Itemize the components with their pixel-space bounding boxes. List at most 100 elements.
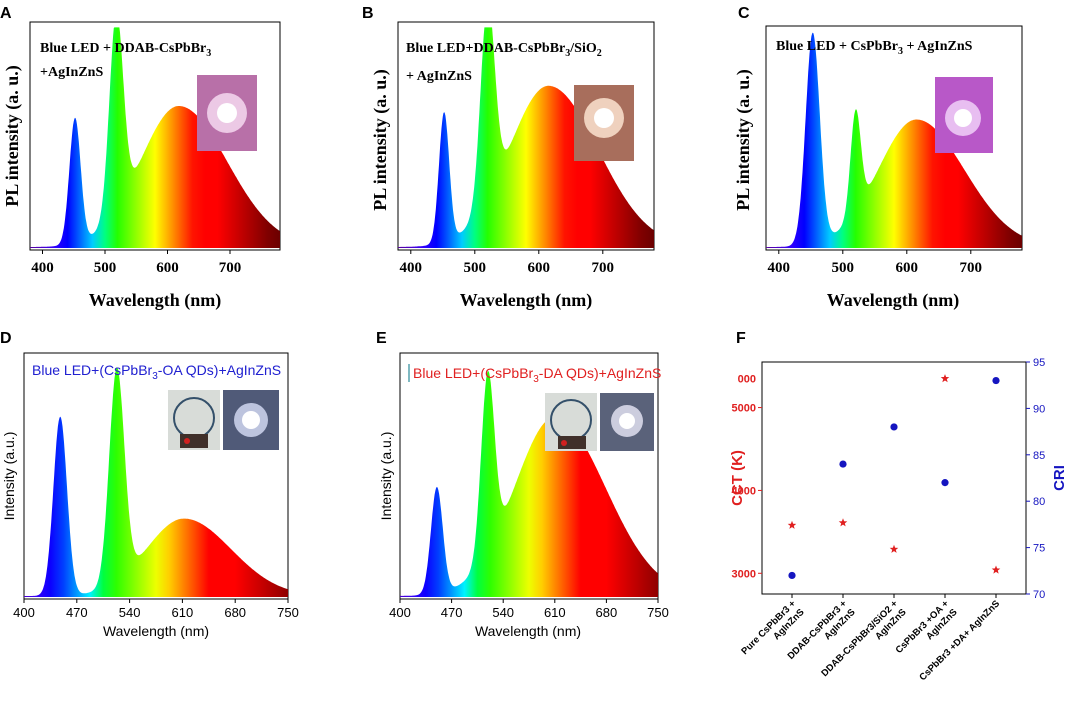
led-core-b: [594, 108, 614, 128]
x-tick-label-d-4: 680: [224, 605, 246, 620]
qd-base-d: [180, 434, 208, 448]
x-tick-label-e-4: 680: [596, 605, 618, 620]
cct-point-1: [838, 518, 848, 527]
plot-frame-d: [23, 352, 289, 600]
x-tick-label-a-2: 600: [156, 260, 179, 276]
x-tick-label-d-5: 750: [277, 605, 299, 620]
plot-frame-c: [765, 25, 1023, 251]
panel-b: B Blue LED+DDAB-CsPbBr3/SiO2 + AgInZnS P…: [362, 5, 655, 311]
plot-frame-e: [399, 352, 659, 600]
xlabel-c: Wavelength (nm): [827, 290, 960, 311]
spectrum-area-d: [24, 367, 288, 597]
panel-f: F CCT (K) CRI 3000 4000 5000 000 70 75 80 85 90…: [729, 330, 1068, 683]
y2-tick-label-f-3: 85: [1033, 450, 1045, 462]
plot-frame-a: [29, 21, 281, 251]
title-a-line2: +AgInZnS: [40, 65, 103, 80]
qd-led-e: [561, 440, 567, 446]
panel-label-f: F: [736, 330, 746, 347]
cri-point-2: [890, 423, 898, 431]
x-ticks-b: 400 500 600 700: [400, 250, 615, 276]
cct-point-3: [940, 374, 950, 383]
y-tick-label-f-0: 3000: [732, 568, 756, 580]
cct-point-0: [787, 520, 797, 529]
led-core-c: [954, 109, 972, 127]
x-tick-label-a-0: 400: [31, 260, 54, 276]
x-ticks-c: 400 500 600 700: [768, 250, 983, 276]
ylabel-f: CCT (K): [729, 450, 746, 506]
x-tick-label-e-2: 540: [492, 605, 514, 620]
ylabel-d: Intensity (a.u.): [1, 432, 17, 521]
x-tick-label-e-3: 610: [544, 605, 566, 620]
x-tick-label-b-2: 600: [528, 260, 551, 276]
x-tick-label-d-2: 540: [119, 605, 141, 620]
x-tick-label-b-3: 700: [592, 260, 615, 276]
panel-label-c: C: [738, 5, 750, 22]
xlabel-a: Wavelength (nm): [89, 290, 222, 311]
y2-ticks-f: 70 75 80 85 90 95: [1026, 357, 1045, 601]
y-ticks-f: 3000 4000 5000 000: [732, 374, 762, 580]
led-core-d: [242, 411, 260, 429]
x-ticks-a: 400 500 600 700: [31, 250, 241, 276]
x-tick-label-c-2: 600: [896, 260, 919, 276]
y2-tick-label-f-5: 95: [1033, 357, 1045, 369]
cct-point-2: [889, 544, 899, 553]
y-tick-label-f-2: 5000: [732, 403, 756, 415]
ylabel-c: PL intensity (a. u.): [733, 69, 754, 211]
led-core-a: [217, 103, 237, 123]
panel-label-b: B: [362, 5, 374, 22]
cri-point-1: [839, 460, 847, 468]
cri-point-4: [992, 376, 1000, 385]
x-tick-label-c-3: 700: [960, 260, 983, 276]
x-ticks-e: 400 470 540 610 680 750: [389, 599, 669, 620]
ylabel-b: PL intensity (a. u.): [370, 69, 391, 211]
spectrum-area-c: [766, 32, 1022, 248]
y2-tick-label-f-0: 70: [1033, 589, 1045, 601]
y2label-f: CRI: [1051, 465, 1068, 491]
x-tick-label-a-1: 500: [94, 260, 117, 276]
title-b-line1: Blue LED+DDAB-CsPbBr3/SiO2: [406, 41, 602, 59]
y2-tick-label-f-4: 90: [1033, 403, 1045, 415]
y-tick-label-f-1: 4000: [732, 485, 756, 497]
title-b-line2: + AgInZnS: [406, 69, 472, 84]
spectrum-area-a: [30, 27, 280, 249]
x-tick-label-e-1: 470: [441, 605, 463, 620]
cri-point-0: [788, 571, 796, 580]
y2-tick-label-f-2: 80: [1033, 496, 1045, 508]
x-tick-label-b-0: 400: [400, 260, 423, 276]
panel-label-d: D: [0, 330, 12, 347]
qd-led-d: [184, 438, 190, 444]
title-e: Blue LED+(CsPbBr3-DA QDs)+AgInZnS: [413, 365, 661, 385]
panel-a: A Blue LED + DDAB-CsPbBr3 +AgInZnS PL in…: [0, 5, 281, 311]
x-tick-label-e-5: 750: [647, 605, 669, 620]
y-tick-label-f-top: 000: [738, 374, 756, 386]
plot-frame-b: [397, 21, 655, 251]
x-ticks-d: 400 470 540 610 680 750: [13, 599, 299, 620]
panel-d: D Blue LED+(CsPbBr3-OA QDs)+AgInZnS Inte…: [0, 330, 299, 639]
x-tick-label-a-3: 700: [219, 260, 242, 276]
x-tick-label-d-3: 610: [172, 605, 194, 620]
spectrum-area-e: [400, 371, 658, 597]
x-tick-label-e-0: 400: [389, 605, 411, 620]
ylabel-a: PL intensity (a. u.): [2, 65, 23, 207]
x-tick-label-c-0: 400: [768, 260, 791, 276]
panel-c: C Blue LED + CsPbBr3 + AgInZnS PL intens…: [733, 5, 1023, 311]
panel-label-a: A: [0, 5, 12, 22]
ylabel-e: Intensity (a.u.): [378, 432, 394, 521]
cri-point-3: [941, 479, 949, 487]
xlabel-b: Wavelength (nm): [460, 290, 593, 311]
points-f: [787, 374, 1001, 580]
led-core-e: [619, 413, 635, 429]
title-a-line1: Blue LED + DDAB-CsPbBr3: [40, 41, 211, 59]
plot-frame-f: [761, 361, 1027, 595]
x-tick-label-d-1: 470: [66, 605, 88, 620]
xlabel-e: Wavelength (nm): [475, 623, 581, 639]
y2-tick-label-f-1: 75: [1033, 543, 1045, 555]
xlabel-d: Wavelength (nm): [103, 623, 209, 639]
x-tick-label-c-1: 500: [832, 260, 855, 276]
x-tick-label-d-0: 400: [13, 605, 35, 620]
title-d: Blue LED+(CsPbBr3-OA QDs)+AgInZnS: [32, 362, 281, 382]
panel-e: E Blue LED+(CsPbBr3-DA QDs)+AgInZnS Inte…: [376, 330, 669, 639]
cct-point-4: [991, 565, 1001, 574]
